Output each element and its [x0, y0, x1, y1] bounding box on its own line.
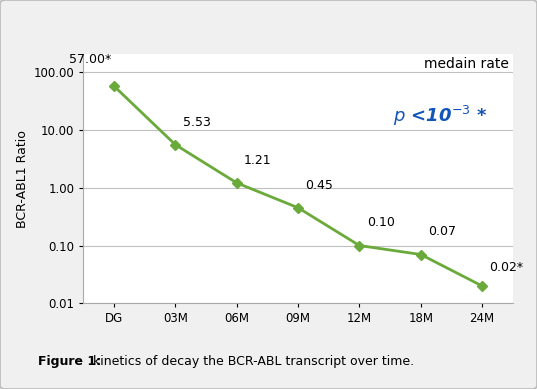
Text: Figure 1:: Figure 1: [38, 355, 101, 368]
Text: 0.07: 0.07 [428, 225, 456, 238]
Text: kinetics of decay the BCR-ABL transcript over time.: kinetics of decay the BCR-ABL transcript… [89, 355, 413, 368]
Y-axis label: BCR-ABL1 Ratio: BCR-ABL1 Ratio [16, 130, 30, 228]
Text: 5.53: 5.53 [183, 116, 211, 128]
Text: medain rate: medain rate [424, 57, 509, 71]
Text: 0.02*: 0.02* [490, 261, 524, 274]
Text: $\it{p}$ <10$^{-3}$ *: $\it{p}$ <10$^{-3}$ * [393, 104, 487, 128]
Text: 1.21: 1.21 [244, 154, 272, 167]
Text: 57.00*: 57.00* [69, 53, 111, 66]
Text: 0.10: 0.10 [367, 216, 395, 230]
Text: 0.45: 0.45 [306, 179, 333, 192]
